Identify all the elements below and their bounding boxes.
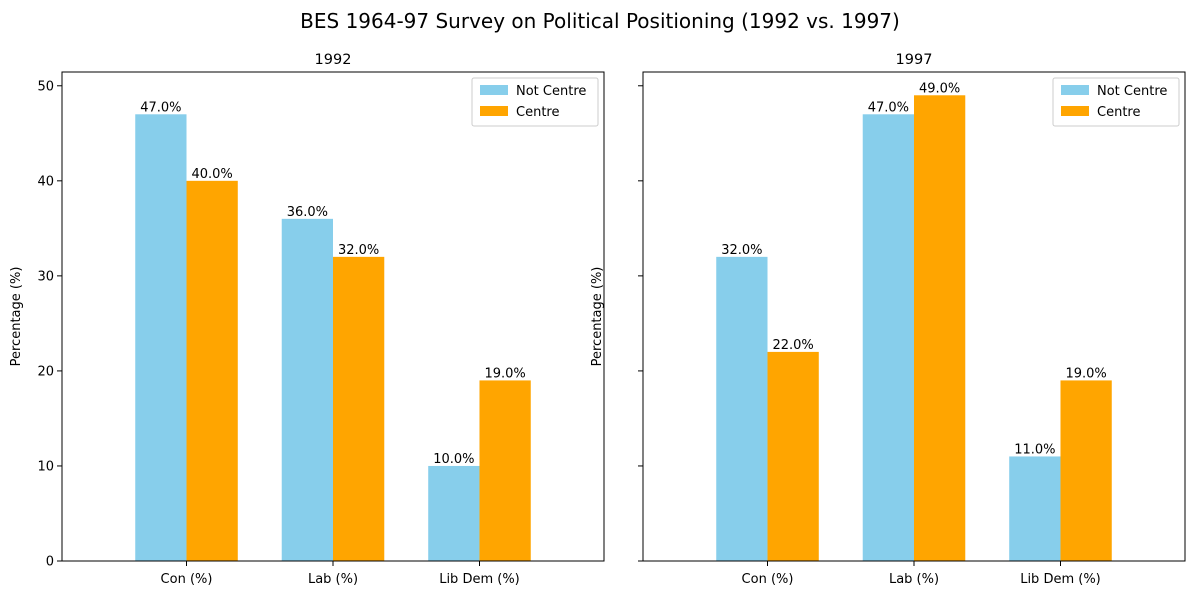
y-tick-label: 10 bbox=[37, 459, 54, 474]
y-tick-label: 50 bbox=[37, 79, 54, 94]
legend-swatch bbox=[480, 85, 508, 95]
data-label: 11.0% bbox=[1014, 442, 1055, 457]
bar-not-centre-2 bbox=[1009, 456, 1061, 561]
bar-centre-1 bbox=[333, 256, 385, 561]
legend-entry: Not Centre bbox=[1097, 84, 1167, 99]
data-label: 22.0% bbox=[772, 338, 813, 353]
legend-swatch bbox=[480, 106, 508, 116]
legend-entry: Centre bbox=[516, 105, 559, 120]
bar-not-centre-2 bbox=[428, 465, 480, 561]
data-label: 19.0% bbox=[1065, 366, 1106, 381]
legend: Not Centre Centre bbox=[471, 77, 599, 127]
bar-centre-0 bbox=[186, 180, 238, 561]
y-tick-label: 0 bbox=[46, 555, 54, 570]
legend: Not Centre Centre bbox=[1052, 77, 1180, 127]
x-tick-label: Con (%) bbox=[742, 572, 794, 587]
y-tick-label: 20 bbox=[37, 364, 54, 379]
bar-centre-2 bbox=[479, 380, 531, 561]
legend-entry: Not Centre bbox=[516, 84, 586, 99]
chart-panel-1992: 1992 47.0% 36.0% 10.0% 40.0% 32.0% 19.0% 0 10 20 3… bbox=[9, 52, 605, 587]
legend-entry: Centre bbox=[1097, 105, 1140, 120]
bar-not-centre-0 bbox=[135, 114, 187, 561]
y-tick-label: 40 bbox=[37, 174, 54, 189]
bar-not-centre-0 bbox=[716, 256, 768, 561]
data-label: 36.0% bbox=[287, 205, 328, 220]
data-label: 19.0% bbox=[484, 366, 525, 381]
x-tick-label: Lib Dem (%) bbox=[439, 572, 520, 587]
y-axis-label: Percentage (%) bbox=[590, 267, 605, 367]
chart-panel-1997: 1997 32.0% 47.0% 11.0% 22.0% 49.0% 19.0% Con (%… bbox=[590, 52, 1186, 587]
x-tick-label: Con (%) bbox=[161, 572, 213, 587]
data-label: 32.0% bbox=[721, 243, 762, 258]
x-tick-label: Lib Dem (%) bbox=[1020, 572, 1101, 587]
x-tick-label: Lab (%) bbox=[308, 572, 358, 587]
data-label: 49.0% bbox=[919, 81, 960, 96]
subplot-title: 1992 bbox=[315, 52, 352, 68]
legend-swatch bbox=[1061, 106, 1089, 116]
bar-centre-0 bbox=[767, 351, 819, 561]
data-label: 10.0% bbox=[433, 452, 474, 467]
data-label: 47.0% bbox=[140, 100, 181, 115]
subplot-title: 1997 bbox=[896, 52, 933, 68]
legend-swatch bbox=[1061, 85, 1089, 95]
data-label: 32.0% bbox=[338, 243, 379, 258]
bar-centre-1 bbox=[914, 95, 966, 562]
y-tick-label: 30 bbox=[37, 269, 54, 284]
bar-not-centre-1 bbox=[281, 218, 333, 561]
data-label: 40.0% bbox=[191, 167, 232, 182]
bar-centre-2 bbox=[1060, 380, 1112, 561]
x-tick-label: Lab (%) bbox=[889, 572, 939, 587]
figure-title: BES 1964-97 Survey on Political Position… bbox=[300, 9, 900, 33]
bar-not-centre-1 bbox=[862, 114, 914, 561]
data-label: 47.0% bbox=[868, 100, 909, 115]
y-axis-label: Percentage (%) bbox=[9, 267, 24, 367]
